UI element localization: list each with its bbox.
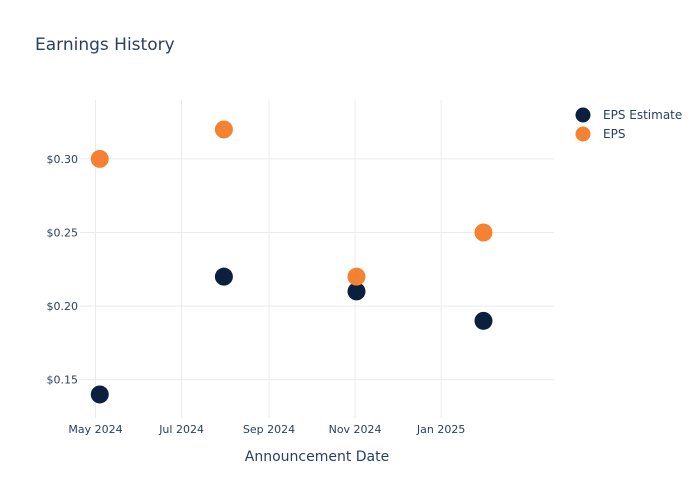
gridlines: [80, 100, 554, 418]
x-tick-label: May 2024: [68, 423, 122, 436]
legend-label: EPS Estimate: [603, 108, 682, 122]
legend-item-eps-estimate[interactable]: EPS Estimate: [575, 107, 683, 123]
eps-estimate-point[interactable]: [347, 282, 366, 301]
y-tick-label: $0.15: [47, 374, 79, 387]
y-tick-label: $0.25: [47, 227, 79, 240]
chart-title: Earnings History: [35, 35, 175, 55]
x-tick-label: Nov 2024: [329, 423, 382, 436]
y-tick-label: $0.20: [47, 300, 79, 313]
eps-point[interactable]: [474, 223, 493, 242]
data-points: [90, 120, 493, 404]
eps-estimate-point[interactable]: [474, 311, 493, 330]
x-tick-label: Jul 2024: [158, 423, 204, 436]
eps-point[interactable]: [347, 267, 366, 286]
eps-point[interactable]: [90, 149, 109, 168]
y-tick-label: $0.30: [47, 153, 79, 166]
x-axis-ticks: May 2024 Jul 2024 Sep 2024 Nov 2024 Jan 2025: [68, 423, 465, 436]
eps-estimate-point[interactable]: [214, 267, 233, 286]
legend[interactable]: EPS Estimate EPS: [575, 107, 683, 142]
x-tick-label: Jan 2025: [416, 423, 465, 436]
x-axis-title: Announcement Date: [245, 449, 389, 465]
legend-marker: [575, 126, 591, 142]
x-tick-label: Sep 2024: [243, 423, 295, 436]
eps-estimate-point[interactable]: [90, 385, 109, 404]
eps-point[interactable]: [214, 120, 233, 139]
legend-item-eps[interactable]: EPS: [575, 126, 626, 142]
y-axis-ticks: $0.15 $0.20 $0.25 $0.30: [47, 153, 79, 387]
legend-marker: [575, 107, 591, 123]
legend-label: EPS: [603, 127, 625, 141]
